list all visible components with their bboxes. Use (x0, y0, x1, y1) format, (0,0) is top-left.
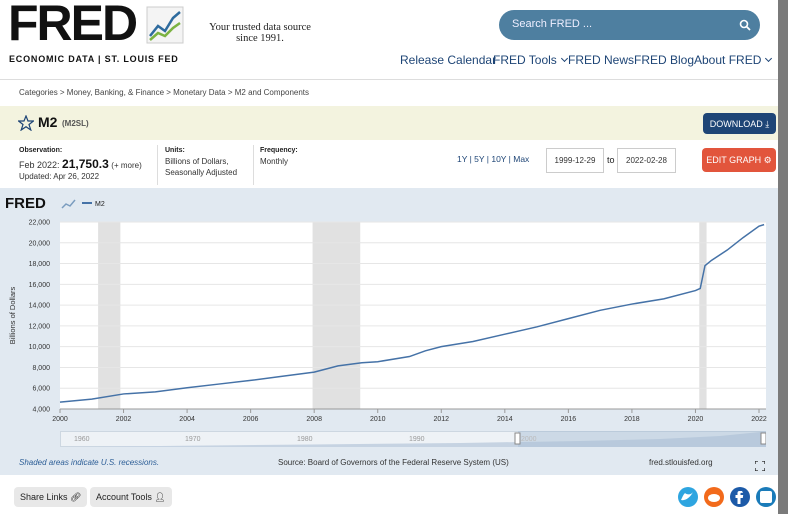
search-icon (739, 19, 751, 31)
button-text: Account Tools (96, 492, 152, 502)
observation: Feb 2022: 21,750.3 (+ more) (19, 157, 142, 171)
nav-link[interactable]: FRED News (568, 53, 635, 67)
fullscreen-icon[interactable] (755, 461, 765, 471)
tagline-line: since 1991. (236, 33, 284, 44)
x-tick-label: 2018 (624, 416, 640, 423)
nav-link[interactable]: FRED Tools (493, 53, 568, 67)
divider (0, 79, 778, 80)
series-name: M2 (38, 114, 58, 130)
y-tick-label: 18,000 (29, 261, 51, 268)
site: fred.stlouisfed.org (649, 458, 713, 467)
observation-value: 21,750.3 (62, 157, 109, 171)
series-id: (M2SL) (62, 119, 89, 128)
nav-link[interactable]: FRED Blog (634, 53, 695, 67)
chart-logo: FRED (5, 195, 46, 212)
updated: Updated: Apr 26, 2022 (19, 172, 100, 181)
recession-note: Shaded areas indicate U.S. recessions. (19, 458, 160, 467)
search-box[interactable]: Search FRED ... (499, 10, 760, 40)
source: Source: Board of Governors of the Federa… (278, 458, 509, 467)
range-links[interactable]: 1Y | 5Y | 10Y | Max (457, 154, 530, 164)
button-text: Share Links (20, 492, 68, 502)
x-tick-label: 2014 (497, 416, 513, 423)
nav-link[interactable]: About FRED (694, 53, 773, 67)
x-tick-label: 2012 (433, 416, 449, 423)
title-bar (0, 106, 778, 140)
x-tick-label: 2002 (116, 416, 132, 423)
recession-band (312, 222, 361, 409)
y-tick-label: 12,000 (29, 323, 51, 330)
button-text: EDIT GRAPH (706, 155, 762, 165)
y-tick-label: 8,000 (32, 365, 50, 372)
x-tick-label: 2022 (751, 416, 767, 423)
divider (253, 145, 254, 185)
x-tick-label: 2006 (243, 416, 259, 423)
navigator-label: 1960 (74, 436, 90, 443)
tagline: Your trusted data source since 1991. (200, 22, 320, 44)
date-input[interactable]: 1999-12-29 (546, 148, 604, 173)
button-text: DOWNLOAD (709, 119, 763, 129)
y-tick-label: 14,000 (29, 303, 51, 310)
divider (157, 145, 158, 185)
y-tick-label: 20,000 (29, 240, 51, 247)
logo[interactable]: FRED (8, 0, 138, 51)
recession-band (699, 222, 707, 409)
share-links-button[interactable]: Share Links 🔗︎ (14, 487, 88, 507)
frequency: Monthly (260, 157, 289, 166)
navigator-label: 1970 (185, 436, 201, 443)
search-placeholder: Search FRED ... (512, 18, 593, 30)
chart: FRED M2 4,000 6,000 8,000 10,000 12,000 14,000 1… (5, 195, 767, 423)
y-tick-label: 10,000 (29, 344, 51, 351)
nav-text: FRED Tools (493, 53, 557, 67)
observation-more[interactable]: (+ more) (111, 161, 142, 170)
x-tick-label: 2004 (179, 416, 195, 423)
x-tick-label: 2020 (688, 416, 704, 423)
navigator-label: 1980 (297, 436, 313, 443)
y-tick-label: 6,000 (32, 386, 50, 393)
frequency-label: Frequency: (260, 147, 298, 154)
x-tick-label: 2010 (370, 416, 386, 423)
logo-icon (146, 6, 184, 44)
logo-subtitle: ECONOMIC DATA | ST. LOUIS FED (9, 54, 179, 64)
units: Seasonally Adjusted (165, 168, 238, 177)
observation-label: Observation: (19, 147, 63, 154)
star-icon[interactable] (18, 115, 34, 131)
x-tick-label: 2000 (52, 416, 68, 423)
navigator-label: 1990 (409, 436, 425, 443)
y-axis-label: Billions of Dollars (8, 286, 17, 344)
tagline-line: Your trusted data source (209, 22, 311, 33)
x-tick-label: 2008 (306, 416, 322, 423)
scrollbar[interactable] (778, 0, 788, 514)
legend-label: M2 (95, 201, 105, 208)
y-tick-label: 16,000 (29, 282, 51, 289)
series-line (59, 223, 765, 403)
units: Billions of Dollars, (165, 157, 229, 166)
account-tools-button[interactable]: Account Tools 👤︎ (90, 487, 172, 507)
date-input[interactable]: 2022-02-28 (617, 148, 676, 173)
social-icons (678, 487, 776, 507)
edit-graph-button[interactable]: EDIT GRAPH ⚙ (702, 148, 776, 172)
navigator-label: 2000 (521, 436, 537, 443)
y-tick-label: 22,000 (29, 220, 51, 227)
download-button[interactable]: DOWNLOAD ⤓ (703, 113, 776, 134)
plot-area (60, 222, 766, 409)
recession-band (98, 222, 121, 409)
observation-date: Feb 2022: (19, 160, 60, 170)
units-label: Units: (165, 147, 185, 154)
breadcrumb[interactable]: Categories > Money, Banking, & Finance >… (19, 88, 310, 97)
chart-logo-icon (61, 199, 76, 209)
y-tick-label: 4,000 (32, 407, 50, 414)
x-tick-label: 2016 (561, 416, 577, 423)
nav-text: About FRED (694, 53, 762, 67)
nav-link[interactable]: Release Calendar (400, 53, 497, 67)
date-to: to (607, 155, 615, 165)
navigator-area (60, 431, 766, 447)
